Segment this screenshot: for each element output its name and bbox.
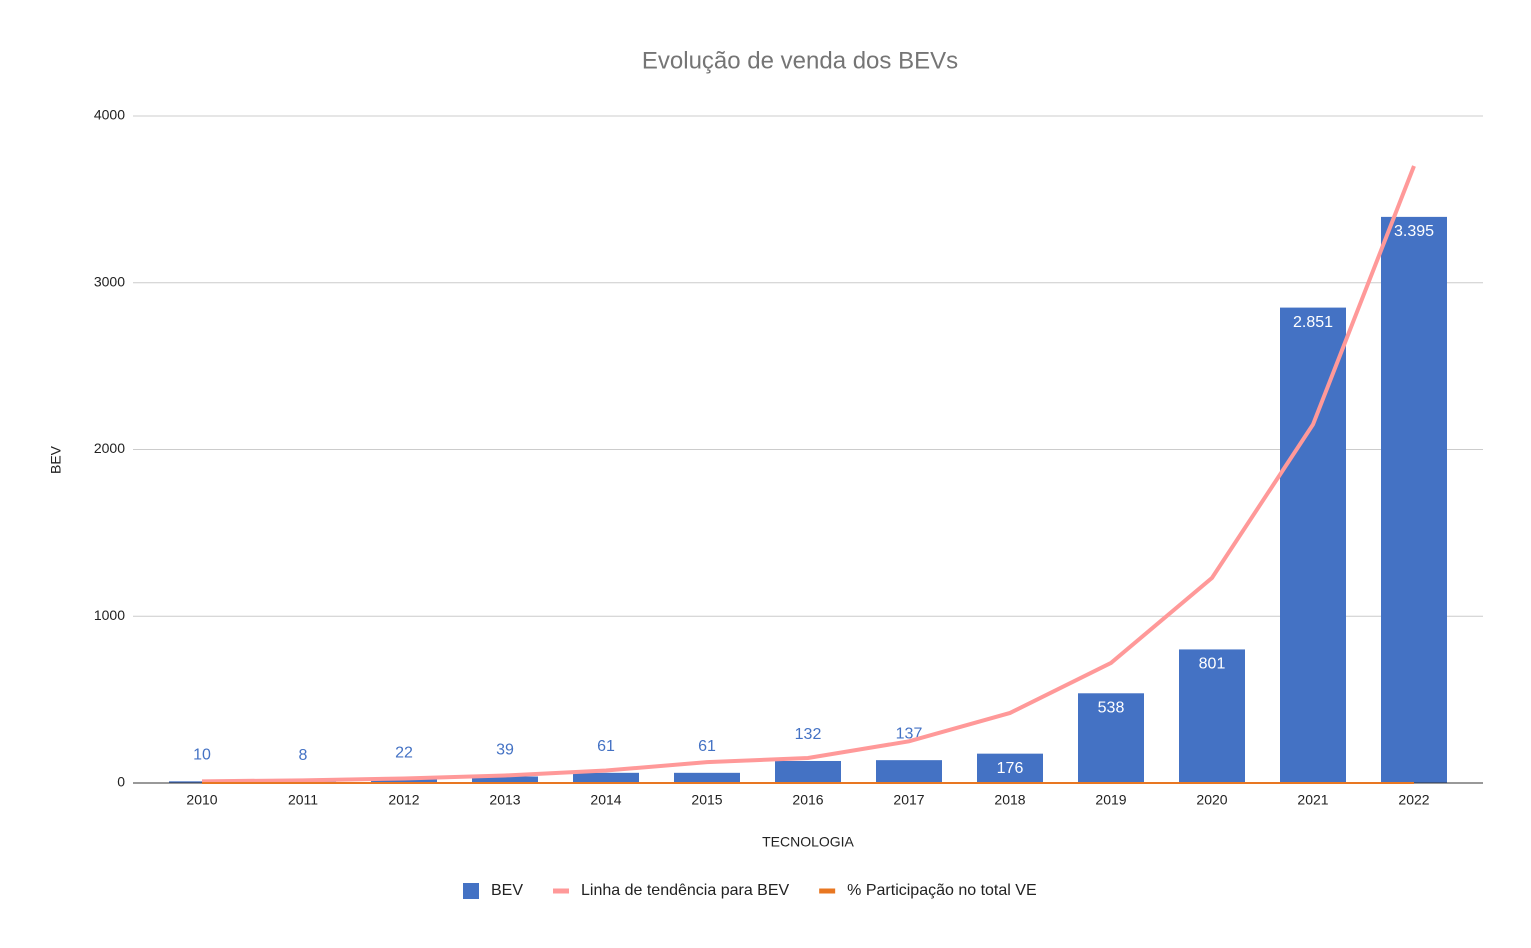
bar [1078,693,1144,783]
bar [977,753,1043,783]
y-tick-label: 2000 [94,440,125,456]
x-tick-label: 2014 [590,792,621,808]
x-tick-label: 2010 [186,792,217,808]
x-tick-label: 2021 [1297,792,1328,808]
x-tick-label: 2018 [994,792,1025,808]
y-tick-label: 3000 [94,273,125,289]
legend-label: BEV [491,882,523,899]
x-tick-label: 2015 [691,792,722,808]
data-label: 8 [299,747,308,764]
y-tick-label: 0 [117,774,125,790]
data-label: 801 [1199,656,1226,673]
x-tick-label: 2011 [288,792,318,808]
bar [775,760,841,783]
legend-swatch [463,883,479,899]
x-tick-label: 2013 [489,792,520,808]
bar [472,776,538,783]
bar [674,772,740,783]
bar [573,772,639,783]
bar [1280,307,1346,783]
y-tick-label: 4000 [94,107,125,123]
x-tick-label: 2019 [1095,792,1126,808]
x-tick-label: 2022 [1398,792,1429,808]
x-tick-label: 2017 [893,792,924,808]
data-label: 2.851 [1293,314,1333,331]
x-tick-label: 2020 [1196,792,1227,808]
y-axis-title: BEV [48,445,64,474]
legend-label: % Participação no total VE [847,882,1036,899]
data-label: 176 [997,760,1024,777]
y-tick-label: 1000 [94,607,125,623]
data-label: 538 [1098,700,1125,717]
data-label: 3.395 [1394,223,1434,240]
bar [371,779,437,783]
bar [1381,216,1447,784]
x-tick-label: 2012 [388,792,419,808]
bar [1179,649,1245,783]
data-label: 61 [698,738,716,755]
chart-title: Evolução de venda dos BEVs [642,47,958,74]
legend-label: Linha de tendência para BEV [581,882,789,899]
data-label: 10 [193,747,211,764]
data-label: 132 [795,726,822,743]
x-axis-title: TECNOLOGIA [762,834,854,850]
series-line [201,165,1416,784]
data-label: 39 [496,742,514,759]
x-tick-label: 2016 [792,792,823,808]
data-label: 22 [395,745,413,762]
data-label: 61 [597,738,615,755]
bar [876,760,942,783]
